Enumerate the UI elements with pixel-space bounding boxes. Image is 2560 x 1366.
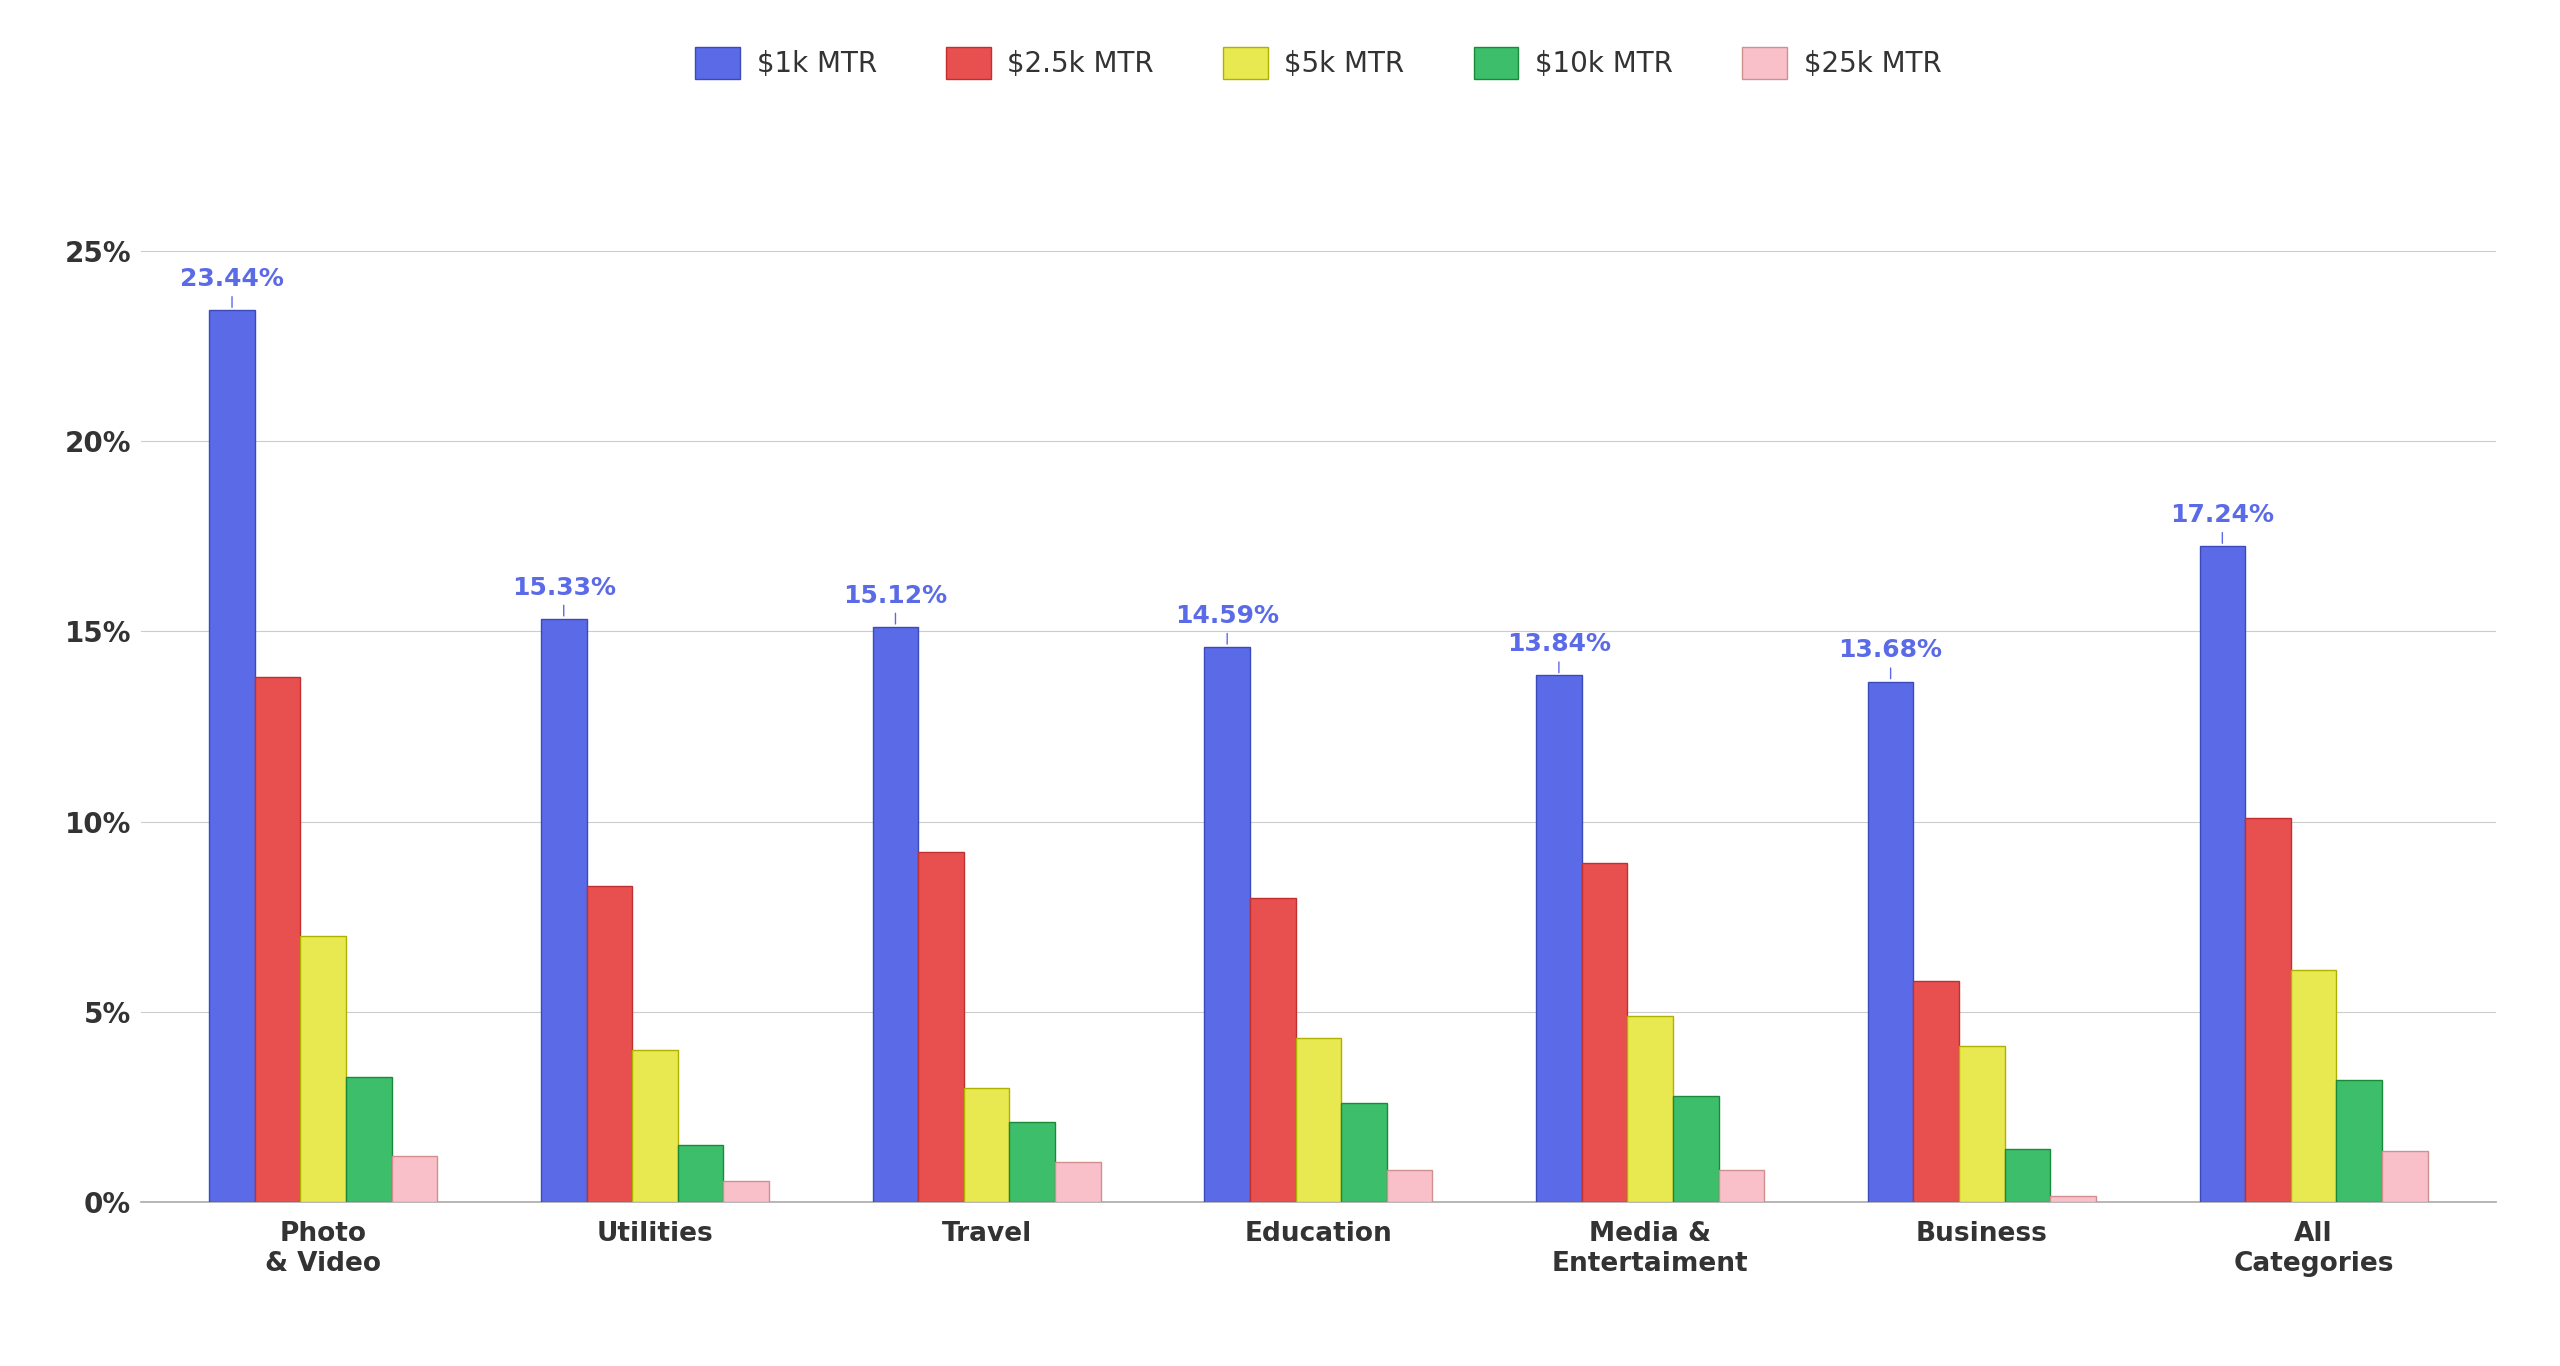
Bar — [210, 310, 256, 1202]
Text: 14.59%: 14.59% — [1175, 604, 1280, 645]
Bar — [1388, 1169, 1434, 1202]
Bar — [678, 1145, 724, 1202]
Bar — [1718, 1169, 1764, 1202]
Bar — [919, 852, 965, 1202]
Bar — [1672, 1096, 1718, 1202]
Bar — [2381, 1150, 2427, 1202]
Bar — [1249, 897, 1295, 1202]
Bar — [1912, 981, 1958, 1202]
Bar — [2245, 818, 2291, 1202]
Bar — [1958, 1046, 2004, 1202]
Bar — [632, 1050, 678, 1202]
Bar — [873, 627, 919, 1202]
Bar — [1582, 863, 1628, 1202]
Bar — [965, 1087, 1009, 1202]
Bar — [540, 619, 586, 1202]
Bar — [586, 887, 632, 1202]
Bar — [256, 678, 300, 1202]
Text: 15.12%: 15.12% — [842, 583, 947, 624]
Bar — [2004, 1149, 2051, 1202]
Bar — [2291, 970, 2337, 1202]
Bar — [1055, 1162, 1101, 1202]
Bar — [1009, 1123, 1055, 1202]
Text: 23.44%: 23.44% — [179, 268, 284, 307]
Bar — [1295, 1038, 1341, 1202]
Bar — [1341, 1104, 1388, 1202]
Bar — [1203, 647, 1249, 1202]
Text: 13.84%: 13.84% — [1508, 632, 1610, 672]
Bar — [2199, 546, 2245, 1202]
Text: 13.68%: 13.68% — [1838, 638, 1943, 679]
Text: 15.33%: 15.33% — [512, 575, 617, 616]
Bar — [2051, 1197, 2097, 1202]
Bar — [1536, 675, 1582, 1202]
Bar — [300, 936, 346, 1202]
Bar — [1869, 682, 1912, 1202]
Bar — [2337, 1081, 2381, 1202]
Bar — [392, 1157, 438, 1202]
Bar — [346, 1076, 392, 1202]
Legend: $1k MTR, $2.5k MTR, $5k MTR, $10k MTR, $25k MTR: $1k MTR, $2.5k MTR, $5k MTR, $10k MTR, $… — [681, 33, 1956, 93]
Bar — [1628, 1016, 1672, 1202]
Bar — [724, 1182, 768, 1202]
Text: 17.24%: 17.24% — [2171, 503, 2273, 544]
